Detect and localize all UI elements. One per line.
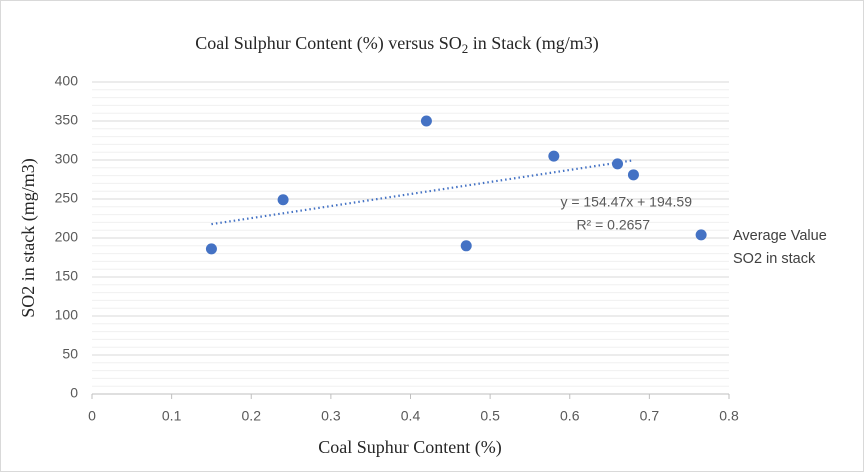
data-point <box>420 115 432 127</box>
y-tick-label: 0 <box>70 385 78 401</box>
data-point <box>460 240 472 252</box>
y-tick-label: 300 <box>55 151 79 167</box>
title-subscript: 2 <box>462 41 469 56</box>
title-part: in Stack (mg/m3) <box>468 33 598 54</box>
y-tick-label: 100 <box>55 307 79 323</box>
x-tick-label: 0.8 <box>719 408 739 424</box>
x-tick-label: 0.5 <box>480 408 500 424</box>
x-tick-label: 0.6 <box>560 408 580 424</box>
x-tick-label: 0 <box>88 408 96 424</box>
chart-title: Coal Sulphur Content (%) versus SO2 in S… <box>195 33 598 56</box>
data-point <box>612 158 624 170</box>
x-tick-label: 0.2 <box>242 408 262 424</box>
data-point <box>277 194 289 206</box>
x-tick-label: 0.1 <box>162 408 182 424</box>
y-tick-label: 350 <box>55 112 79 128</box>
data-point <box>695 229 707 241</box>
title-part: Coal Sulphur Content (%) versus SO <box>195 33 461 54</box>
y-tick-label: 200 <box>55 229 79 245</box>
legend-entry: Average Value SO2 in stack <box>733 228 827 267</box>
y-tick-label: 150 <box>55 268 79 284</box>
trendline <box>211 159 634 226</box>
y-tick-label: 250 <box>55 190 79 206</box>
y-tick-label: 50 <box>62 346 78 362</box>
data-point <box>627 169 639 181</box>
x-axis-title: Coal Suphur Content (%) <box>318 437 501 458</box>
y-axis-title: SO2 in stack (mg/m3) <box>18 158 39 318</box>
data-point <box>548 150 560 162</box>
y-tick-label: 400 <box>55 73 79 89</box>
trendline-r2: R² = 0.2657 <box>576 217 650 233</box>
x-tick-label: 0.4 <box>401 408 421 424</box>
x-tick-label: 0.3 <box>321 408 341 424</box>
data-point <box>205 243 217 255</box>
trendline-equation: y = 154.47x + 194.59 <box>560 194 692 210</box>
x-tick-label: 0.7 <box>640 408 660 424</box>
